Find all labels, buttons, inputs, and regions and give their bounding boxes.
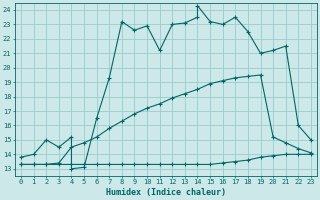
X-axis label: Humidex (Indice chaleur): Humidex (Indice chaleur) [106, 188, 226, 197]
